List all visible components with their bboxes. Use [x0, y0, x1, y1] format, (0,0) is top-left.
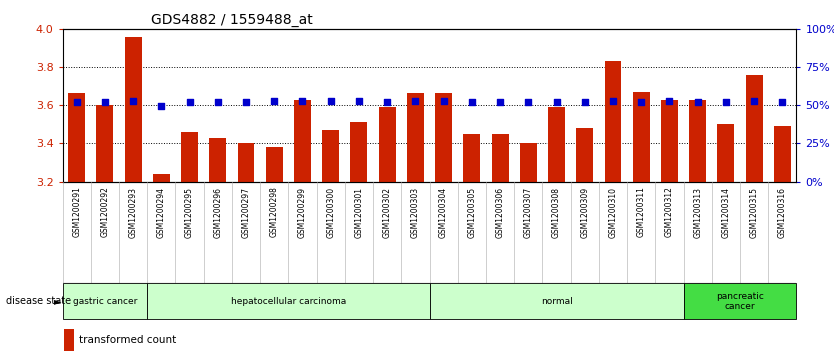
- Text: GSM1200294: GSM1200294: [157, 187, 166, 237]
- Text: GSM1200296: GSM1200296: [214, 187, 223, 237]
- Text: normal: normal: [540, 297, 572, 306]
- Point: [521, 99, 535, 105]
- Point: [70, 99, 83, 105]
- Point: [352, 98, 365, 104]
- Text: GSM1200301: GSM1200301: [354, 187, 364, 237]
- Text: GDS4882 / 1559488_at: GDS4882 / 1559488_at: [151, 13, 313, 26]
- Bar: [633, 92, 650, 182]
- Bar: [209, 138, 226, 182]
- Point: [324, 98, 338, 104]
- Text: GSM1200312: GSM1200312: [665, 187, 674, 237]
- Text: GSM1200311: GSM1200311: [636, 187, 646, 237]
- Text: hepatocellular carcinoma: hepatocellular carcinoma: [231, 297, 346, 306]
- Text: GSM1200307: GSM1200307: [524, 187, 533, 238]
- Bar: [464, 134, 480, 182]
- Point: [465, 99, 479, 105]
- Bar: [717, 124, 735, 182]
- Bar: [746, 75, 762, 182]
- Text: GSM1200293: GSM1200293: [128, 187, 138, 237]
- Bar: [548, 107, 565, 182]
- Bar: [350, 122, 368, 182]
- Bar: [97, 105, 113, 182]
- Point: [663, 98, 676, 104]
- Text: GSM1200291: GSM1200291: [73, 187, 81, 237]
- Bar: [322, 130, 339, 182]
- Bar: [774, 126, 791, 182]
- Point: [409, 98, 422, 104]
- Text: gastric cancer: gastric cancer: [73, 297, 137, 306]
- Bar: [689, 99, 706, 182]
- Text: GSM1200295: GSM1200295: [185, 187, 194, 237]
- Point: [776, 99, 789, 105]
- Point: [691, 99, 705, 105]
- Bar: [605, 61, 621, 182]
- Text: GSM1200308: GSM1200308: [552, 187, 561, 237]
- Bar: [294, 99, 311, 182]
- Text: GSM1200298: GSM1200298: [269, 187, 279, 237]
- Text: GSM1200306: GSM1200306: [495, 187, 505, 238]
- Text: ►: ►: [54, 296, 62, 306]
- Point: [268, 98, 281, 104]
- Point: [747, 98, 761, 104]
- Point: [606, 98, 620, 104]
- Text: GSM1200314: GSM1200314: [721, 187, 731, 237]
- Bar: [661, 99, 678, 182]
- Bar: [148, 283, 430, 319]
- Bar: [64, 329, 73, 351]
- Bar: [435, 93, 452, 182]
- Bar: [181, 132, 198, 182]
- Point: [719, 99, 732, 105]
- Bar: [63, 283, 148, 319]
- Bar: [68, 93, 85, 182]
- Text: GSM1200303: GSM1200303: [411, 187, 420, 238]
- Point: [437, 98, 450, 104]
- Text: GSM1200316: GSM1200316: [778, 187, 786, 237]
- Point: [183, 99, 196, 105]
- Point: [550, 99, 563, 105]
- Bar: [576, 128, 593, 182]
- Point: [380, 99, 394, 105]
- Point: [211, 99, 224, 105]
- Bar: [153, 174, 170, 182]
- Text: GSM1200310: GSM1200310: [609, 187, 617, 237]
- Text: GSM1200299: GSM1200299: [298, 187, 307, 237]
- Text: GSM1200309: GSM1200309: [580, 187, 590, 238]
- Text: GSM1200297: GSM1200297: [242, 187, 250, 237]
- Point: [154, 103, 168, 109]
- Point: [127, 98, 140, 103]
- Text: disease state: disease state: [6, 296, 71, 306]
- Bar: [124, 37, 142, 182]
- Bar: [379, 107, 395, 182]
- Point: [578, 99, 591, 105]
- Text: GSM1200302: GSM1200302: [383, 187, 392, 237]
- Point: [296, 98, 309, 104]
- Text: transformed count: transformed count: [79, 335, 176, 345]
- Bar: [238, 143, 254, 182]
- Text: GSM1200292: GSM1200292: [100, 187, 109, 237]
- Point: [239, 99, 253, 105]
- Bar: [520, 143, 537, 182]
- Point: [98, 99, 112, 105]
- Text: GSM1200304: GSM1200304: [440, 187, 448, 238]
- Bar: [491, 134, 509, 182]
- Bar: [684, 283, 796, 319]
- Bar: [430, 283, 684, 319]
- Text: GSM1200313: GSM1200313: [693, 187, 702, 237]
- Bar: [266, 147, 283, 182]
- Text: GSM1200305: GSM1200305: [467, 187, 476, 238]
- Bar: [407, 93, 424, 182]
- Text: GSM1200315: GSM1200315: [750, 187, 759, 237]
- Text: pancreatic
cancer: pancreatic cancer: [716, 291, 764, 311]
- Text: GSM1200300: GSM1200300: [326, 187, 335, 238]
- Point: [635, 99, 648, 105]
- Point: [494, 99, 507, 105]
